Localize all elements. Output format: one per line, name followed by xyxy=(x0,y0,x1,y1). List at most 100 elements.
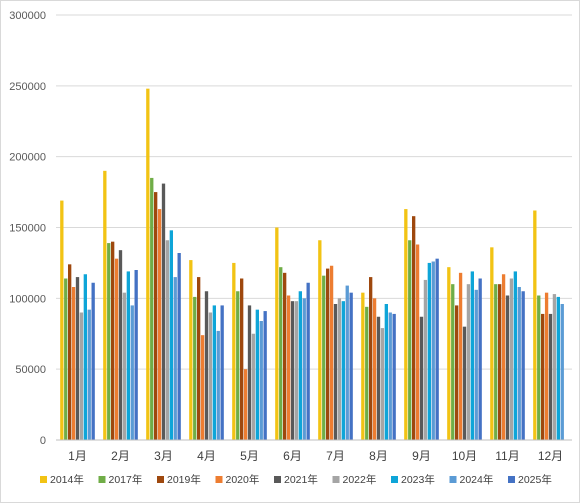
legend: 2014年 2017年 2019年 2020年 2021年 2022年 2023年 2024年… xyxy=(40,473,552,486)
bar-2020年-10月 xyxy=(458,272,463,440)
y-tick-label: 0 xyxy=(40,435,46,447)
bar-2023年-8月 xyxy=(384,304,388,440)
bar-2022年-6月 xyxy=(294,301,299,440)
bar-2024年-3月 xyxy=(173,277,177,440)
bar-2024年-9月 xyxy=(431,261,435,440)
bar-2014年-7月 xyxy=(318,240,322,440)
bar-2017年-2月 xyxy=(107,243,111,440)
bar-2024年-7月 xyxy=(345,285,349,440)
legend-label: 2025年 xyxy=(518,473,552,486)
bar-2025年-11月 xyxy=(521,291,525,440)
bar-2017年-11月 xyxy=(494,284,498,440)
bar-2021年-11月 xyxy=(505,295,510,440)
y-tick-label: 200000 xyxy=(9,152,46,164)
x-axis-labels: 1月 2月 3月 4月 5月 6月 7月 8月 9月 10月 11月 12月 xyxy=(56,439,572,463)
bar-2023年-11月 xyxy=(513,271,517,440)
legend-label: 2014年 xyxy=(50,473,84,486)
legend-swatch xyxy=(157,476,164,483)
bar-2025年-6月 xyxy=(306,282,310,440)
bar-2024年-11月 xyxy=(517,287,521,440)
bar-2021年-12月 xyxy=(548,313,553,440)
bar-2022年-2月 xyxy=(122,292,127,440)
bar-2019年-7月 xyxy=(326,268,330,440)
legend-label: 2019年 xyxy=(167,473,201,486)
y-tick-label: 100000 xyxy=(9,293,46,305)
bar-2021年-7月 xyxy=(333,304,338,440)
bar-2025年-9月 xyxy=(435,258,439,440)
x-category-label: 11月 xyxy=(495,449,519,463)
bar-2020年-5月 xyxy=(243,369,248,440)
bar-2025年-7月 xyxy=(349,292,353,440)
bar-2021年-3月 xyxy=(161,183,166,441)
y-tick-label: 300000 xyxy=(9,10,46,22)
legend-swatch xyxy=(508,476,515,483)
bar-2024年-8月 xyxy=(388,312,392,440)
legend-swatch xyxy=(40,476,47,483)
bar-2023年-3月 xyxy=(169,230,173,440)
legend-swatch xyxy=(391,476,398,483)
bar-2021年-10月 xyxy=(462,326,467,440)
bar-2024年-10月 xyxy=(474,289,478,440)
bar-2020年-2月 xyxy=(114,258,119,440)
bar-2024年-2月 xyxy=(130,305,134,440)
bar-2021年-8月 xyxy=(376,316,381,440)
legend-label: 2022年 xyxy=(343,473,377,486)
legend-label: 2023年 xyxy=(401,473,435,486)
y-axis-ticks: 0 50000 100000 150000 200000 250000 300000 xyxy=(9,10,46,447)
bar-2024年-12月 xyxy=(560,304,564,440)
bar-2019年-5月 xyxy=(240,278,244,440)
y-tick-label: 250000 xyxy=(9,81,46,93)
bar-2023年-5月 xyxy=(255,309,259,440)
bar-2020年-7月 xyxy=(329,265,334,440)
bar-2017年-5月 xyxy=(236,291,240,440)
bar-2021年-2月 xyxy=(118,250,123,440)
x-category-label: 12月 xyxy=(538,449,563,463)
x-category-label: 2月 xyxy=(111,449,130,463)
bar-2014年-5月 xyxy=(232,262,236,440)
legend-label: 2020年 xyxy=(226,473,260,486)
bar-2025年-10月 xyxy=(478,278,482,440)
bars xyxy=(60,88,564,441)
legend-swatch xyxy=(215,476,223,483)
bar-2024年-5月 xyxy=(259,321,263,440)
x-category-label: 4月 xyxy=(197,449,216,463)
x-category-label: 1月 xyxy=(68,449,87,463)
bar-2017年-8月 xyxy=(365,306,369,440)
bar-2020年-6月 xyxy=(286,295,291,440)
bar-2023年-7月 xyxy=(341,301,345,440)
bar-2022年-4月 xyxy=(208,312,213,440)
x-category-label: 3月 xyxy=(154,449,173,463)
bar-2014年-12月 xyxy=(533,210,537,440)
bar-2014年-6月 xyxy=(275,227,279,440)
bar-2025年-8月 xyxy=(392,313,396,440)
bar-2020年-3月 xyxy=(157,209,162,440)
bar-2023年-6月 xyxy=(298,291,302,440)
bar-2019年-10月 xyxy=(455,305,459,440)
x-category-label: 6月 xyxy=(283,449,302,463)
bar-2019年-1月 xyxy=(68,264,72,440)
bar-2023年-9月 xyxy=(427,262,431,440)
bar-2024年-4月 xyxy=(216,330,220,440)
bar-2019年-12月 xyxy=(541,313,545,440)
bar-2023年-4月 xyxy=(212,305,216,440)
legend-swatch xyxy=(449,476,457,483)
x-category-label: 5月 xyxy=(240,449,259,463)
bar-2020年-9月 xyxy=(415,244,420,440)
bar-2023年-12月 xyxy=(556,296,560,440)
bar-2025年-3月 xyxy=(177,253,181,440)
bar-2014年-10月 xyxy=(447,267,451,440)
bar-2014年-9月 xyxy=(404,209,408,440)
x-category-label: 10月 xyxy=(452,449,477,463)
bar-2014年-3月 xyxy=(146,88,150,441)
bar-2022年-7月 xyxy=(337,298,342,440)
bar-2019年-3月 xyxy=(154,192,158,440)
bar-2017年-3月 xyxy=(150,177,154,440)
bar-2022年-1月 xyxy=(79,312,84,440)
bar-2017年-7月 xyxy=(322,275,326,440)
y-tick-label: 50000 xyxy=(15,364,46,376)
bar-2023年-2月 xyxy=(126,271,130,440)
bar-2017年-1月 xyxy=(64,278,68,440)
bar-2020年-1月 xyxy=(71,287,76,440)
bar-2025年-4月 xyxy=(220,305,224,440)
bar-2020年-12月 xyxy=(544,292,549,440)
